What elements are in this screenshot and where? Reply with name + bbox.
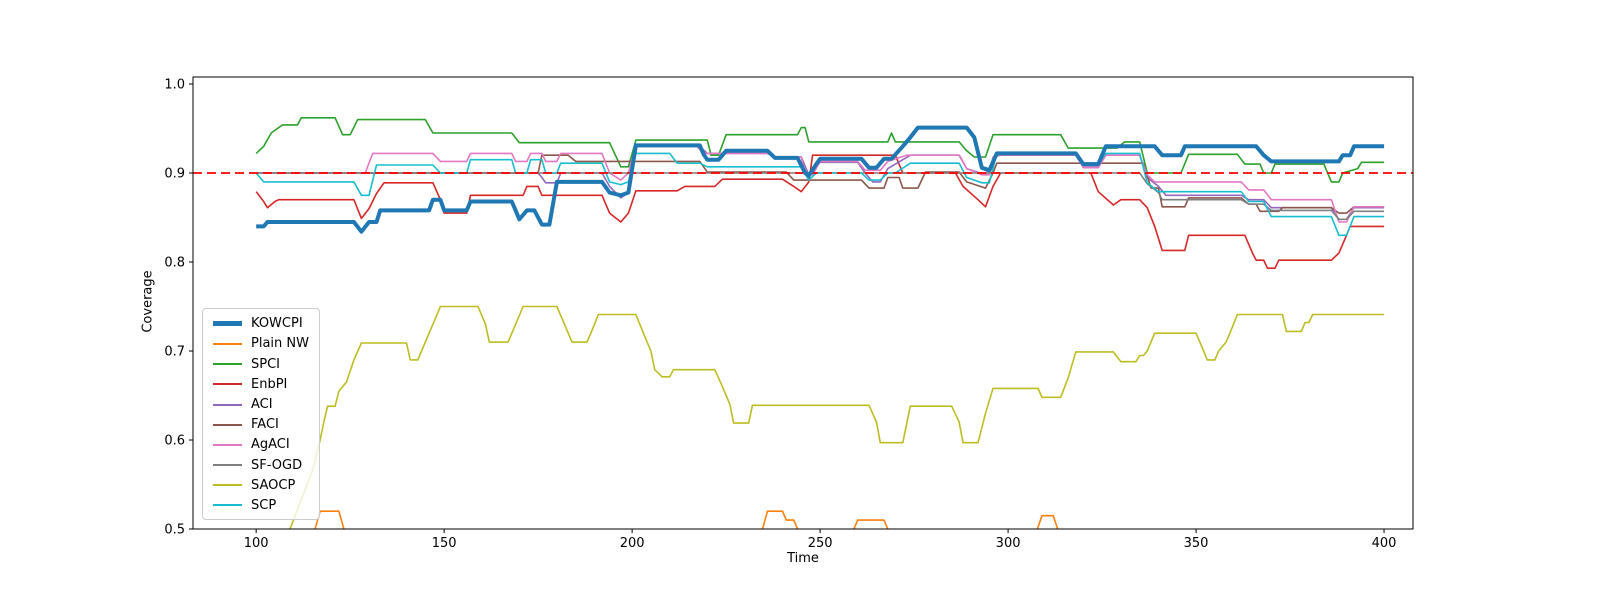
legend-label: SF-OGD xyxy=(251,457,303,473)
legend-line-swatch xyxy=(213,403,242,406)
legend-item-SF-OGD: SF-OGD xyxy=(213,457,309,473)
series-EnbPI xyxy=(255,154,1385,270)
legend-label: AgACI xyxy=(251,437,290,453)
legend-line-swatch xyxy=(213,484,242,487)
x-tick-label: 200 xyxy=(620,536,645,551)
legend-item-SCP: SCP xyxy=(213,498,309,514)
x-tick-label: 100 xyxy=(244,536,269,551)
x-tick-label: 350 xyxy=(1184,536,1209,551)
legend-label: Plain NW xyxy=(251,336,309,352)
legend-line-swatch xyxy=(213,504,242,507)
x-tick-label: 250 xyxy=(808,536,833,551)
legend-line-swatch xyxy=(213,342,242,345)
legend-line-swatch xyxy=(213,383,242,386)
y-tick-label: 0.9 xyxy=(164,167,185,182)
legend-line-swatch xyxy=(213,423,242,426)
legend-item-Plain NW: Plain NW xyxy=(213,336,309,352)
legend-label: KOWCPI xyxy=(251,316,303,332)
y-tick-label: 0.7 xyxy=(164,345,185,360)
legend-item-AgACI: AgACI xyxy=(213,437,309,453)
y-tick-label: 0.8 xyxy=(164,256,185,271)
legend-line-swatch xyxy=(213,464,242,467)
x-tick-label: 150 xyxy=(432,536,457,551)
legend-label: FACI xyxy=(251,417,279,433)
y-tick-label: 0.6 xyxy=(164,434,185,449)
legend-line-swatch xyxy=(213,321,242,327)
legend-label: EnbPI xyxy=(251,376,288,392)
series-SCP xyxy=(255,152,1385,237)
legend-item-EnbPI: EnbPI xyxy=(213,377,309,393)
legend-item-FACI: FACI xyxy=(213,417,309,433)
series-KOWCPI xyxy=(256,125,1385,234)
legend-label: SCP xyxy=(251,497,277,513)
y-tick-label: 1.0 xyxy=(164,78,185,93)
legend-item-SPCI: SPCI xyxy=(213,356,309,372)
x-tick-label: 400 xyxy=(1372,536,1397,551)
series-FACI xyxy=(256,154,1385,214)
legend-label: SPCI xyxy=(251,356,281,372)
legend-label: SAOCP xyxy=(251,477,296,493)
x-axis-label: Time xyxy=(787,551,819,566)
legend-line-swatch xyxy=(213,443,242,446)
legend-line-swatch xyxy=(213,363,242,366)
legend-label: ACI xyxy=(251,397,273,413)
x-tick-label: 300 xyxy=(996,536,1021,551)
series-Plain NW xyxy=(314,510,1059,529)
legend: KOWCPI Plain NW SPCI EnbPI ACI FACI AgACI SF-OG… xyxy=(202,308,320,521)
legend-item-SAOCP: SAOCP xyxy=(213,478,309,494)
legend-item-KOWCPI: KOWCPI xyxy=(213,316,309,332)
series-SAOCP xyxy=(289,305,1385,529)
y-tick-label: 0.5 xyxy=(164,523,185,538)
axes-frame xyxy=(192,76,1414,530)
legend-item-ACI: ACI xyxy=(213,397,309,413)
y-axis-label: Coverage xyxy=(140,270,156,333)
